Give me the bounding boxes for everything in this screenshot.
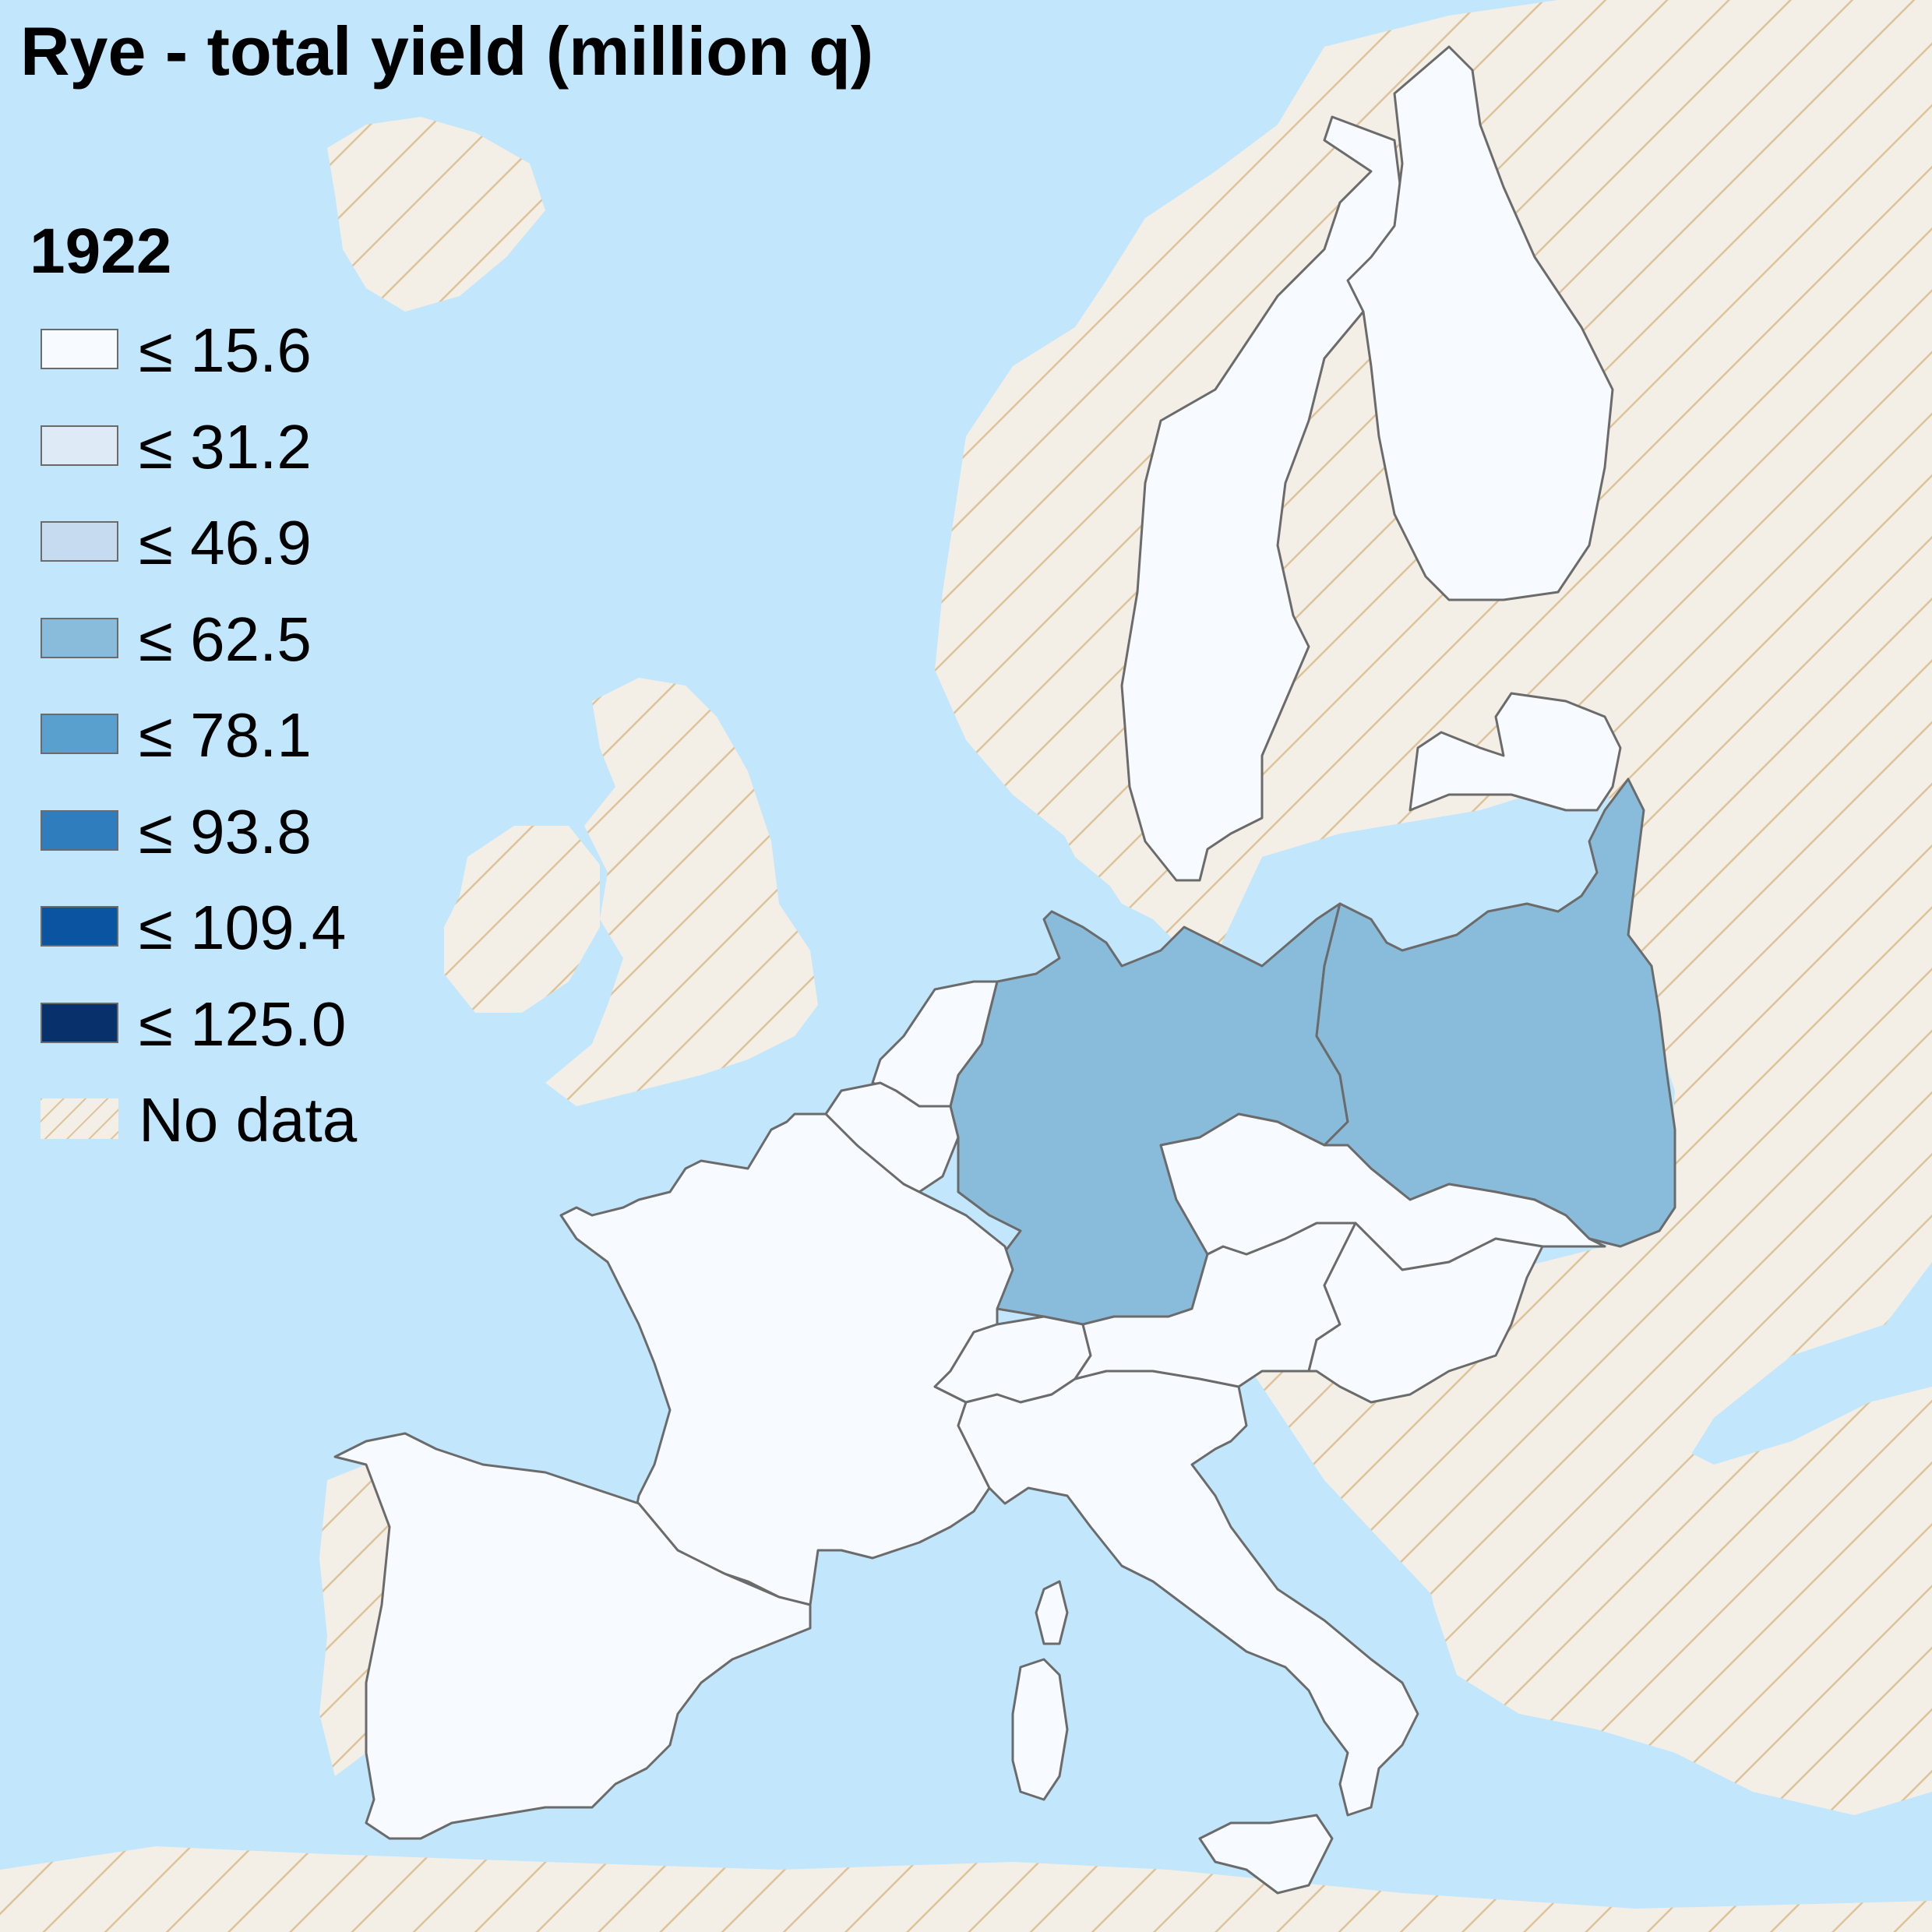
legend-label: ≤ 78.1 [139, 700, 312, 770]
landmass-ireland [444, 826, 600, 1013]
landmass-north-africa [0, 1846, 1932, 1932]
landmass-scandinavia-russia [935, 0, 1932, 1605]
region-corsica [1035, 1580, 1069, 1645]
map-title: Rye - total yield (million q) [20, 12, 874, 90]
legend-label: ≤ 31.2 [139, 411, 312, 481]
region-sicily [1198, 1814, 1334, 1895]
legend-swatch [41, 906, 118, 947]
legend-label: No data [139, 1085, 358, 1155]
legend-swatch [41, 521, 118, 562]
legend-swatch [41, 329, 118, 369]
legend-label: ≤ 93.8 [139, 796, 312, 866]
region-sweden [1120, 115, 1404, 882]
legend-label: ≤ 15.6 [139, 316, 312, 385]
region-netherlands [871, 980, 999, 1108]
legend-label: ≤ 109.4 [139, 893, 347, 962]
landmass-iceland [327, 117, 545, 312]
landmass-balkans-turkey [1387, 1371, 1932, 1815]
legend-label: ≤ 125.0 [139, 989, 347, 1059]
legend-swatch [41, 425, 118, 466]
data-regions [333, 45, 1676, 1895]
landmass-great-britain [545, 678, 818, 1106]
legend-year: 1922 [30, 216, 172, 287]
region-latvia [1408, 692, 1622, 812]
legend-swatch-hatched [41, 1098, 118, 1139]
legend-swatch [41, 617, 118, 658]
region-spain [333, 1432, 812, 1840]
landmass-denmark [1028, 756, 1137, 896]
legend-label: ≤ 62.5 [139, 604, 312, 674]
region-finland [1346, 45, 1614, 601]
legend-swatch [41, 1002, 118, 1043]
landmass-portugal [319, 1465, 390, 1776]
legend-swatch [41, 809, 118, 851]
legend-swatch [41, 714, 118, 754]
region-czechoslovakia [1159, 1112, 1606, 1271]
region-hungary [1307, 1222, 1544, 1404]
region-sardinia [1011, 1658, 1069, 1801]
legend-label: ≤ 46.9 [139, 508, 312, 577]
